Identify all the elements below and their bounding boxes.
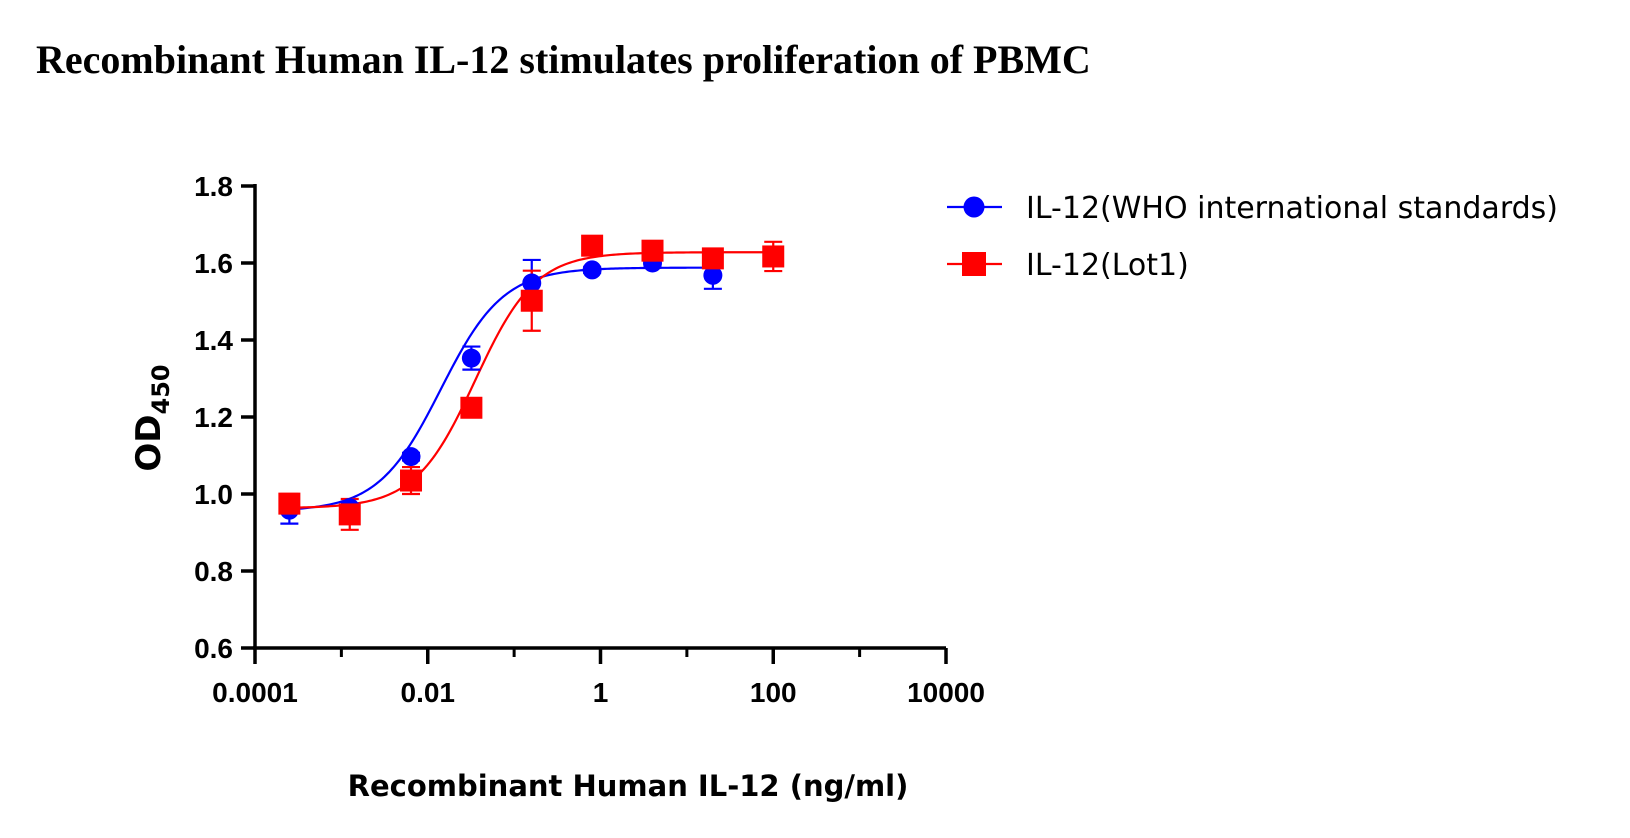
legend-marker-who-standard	[963, 196, 985, 218]
data-point-who-standard	[522, 273, 542, 293]
legend-label-who-standard: IL-12(WHO international standards)	[1026, 191, 1558, 226]
axes-group: 0.6 0.8 1.0 1.2 1.4 1.6 1.8 0.0001 0.01 1 100 10000	[194, 171, 985, 708]
y-axis-label: OD450	[129, 364, 175, 471]
data-point-lot1	[581, 234, 604, 257]
x-tick-label: 0.0001	[212, 677, 298, 708]
data-point-lot1	[278, 492, 301, 515]
y-tick-label: 0.8	[194, 556, 233, 587]
data-point-lot1	[701, 247, 724, 270]
x-tick-label: 10000	[907, 677, 985, 708]
data-point-lot1	[400, 469, 423, 492]
legend-marker-lot1	[962, 252, 986, 276]
data-point-lot1	[762, 245, 785, 268]
markers-group	[278, 234, 785, 526]
chart-title: Recombinant Human IL-12 stimulates proli…	[36, 37, 1091, 82]
data-point-who-standard	[703, 265, 723, 285]
y-tick-label: 1.4	[194, 325, 233, 356]
y-tick-label: 1.8	[194, 171, 233, 202]
x-tick-label: 1	[593, 677, 609, 708]
data-point-who-standard	[582, 260, 602, 280]
x-axis-label: Recombinant Human IL-12 (ng/ml)	[348, 769, 909, 803]
data-point-lot1	[460, 396, 483, 419]
y-tick-label: 1.2	[194, 402, 233, 433]
fit-curve-who-standard	[289, 266, 713, 511]
y-axis-label-main: OD	[129, 414, 169, 471]
data-point-lot1	[641, 239, 664, 262]
y-tick-label: 0.6	[194, 633, 233, 664]
y-tick-label: 1.6	[194, 248, 233, 279]
data-point-lot1	[520, 289, 543, 312]
data-point-who-standard	[401, 447, 421, 467]
data-point-lot1	[338, 503, 361, 526]
x-tick-label: 0.01	[401, 677, 456, 708]
y-tick-label: 1.0	[194, 479, 233, 510]
legend-label-lot1: IL-12(Lot1)	[1026, 248, 1189, 283]
legend: IL-12(WHO international standards) IL-12(…	[947, 191, 1558, 283]
y-axis-label-subscript: 450	[147, 364, 175, 414]
data-point-who-standard	[461, 348, 481, 368]
x-tick-label: 100	[750, 677, 797, 708]
